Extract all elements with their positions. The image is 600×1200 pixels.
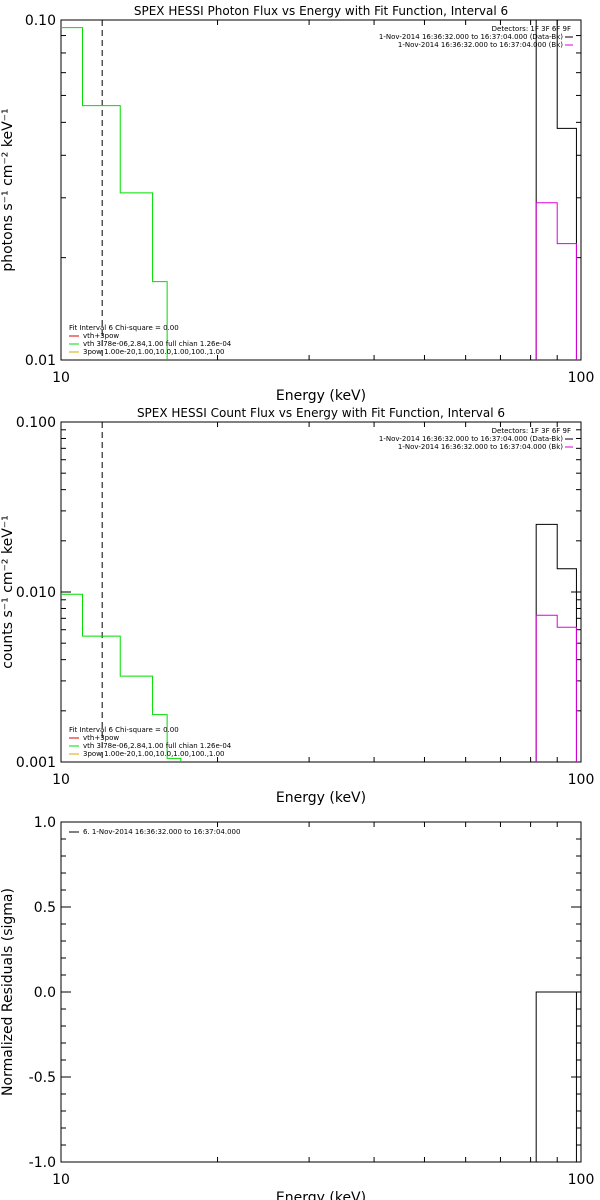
y-tick-label: 1.0 bbox=[34, 815, 56, 831]
chart-title: SPEX HESSI Photon Flux vs Energy with Fi… bbox=[134, 4, 508, 18]
series-line bbox=[535, 614, 577, 762]
plot-data bbox=[61, 422, 577, 762]
x-tick-label: 10 bbox=[52, 1172, 70, 1188]
x-axis-label: Energy (keV) bbox=[276, 388, 366, 404]
y-tick-label: 0.01 bbox=[25, 353, 56, 369]
legend-right-item: 1-Nov-2014 16:36:32.000 to 16:37:04.000 … bbox=[398, 41, 563, 49]
legend-left-item: vth 3.78e-06,2.84,1.00 full chian 1.26e-… bbox=[83, 742, 232, 750]
chart-panel-3: Energy (keV) Normalized Residuals (sigma)… bbox=[0, 815, 594, 1200]
series-line bbox=[61, 27, 168, 360]
y-tick-label: 0.0 bbox=[34, 985, 56, 1001]
plot-data bbox=[61, 20, 577, 360]
legend-right-header: Detectors: 1F 3F 6F 9F bbox=[492, 25, 571, 33]
x-tick-label: 100 bbox=[568, 370, 595, 386]
y-tick-label: 0.001 bbox=[16, 755, 56, 771]
chart-panel-1: SPEX HESSI Photon Flux vs Energy with Fi… bbox=[0, 4, 595, 404]
legend-left-item: 3pow 1.00e-20,1.00,10.0,1.00,100.,1.00 bbox=[83, 348, 225, 356]
legend-right-item: 1-Nov-2014 16:36:32.000 to 16:37:04.000 … bbox=[379, 33, 563, 41]
plot-frame bbox=[60, 421, 582, 763]
y-tick-label: 0.100 bbox=[16, 415, 56, 431]
legend-left-item: vth+3pow bbox=[83, 332, 119, 340]
plot-frame bbox=[60, 821, 582, 1163]
series-line bbox=[61, 593, 182, 762]
series-line bbox=[535, 20, 577, 360]
y-tick-label: 0.10 bbox=[25, 13, 56, 29]
legend-left-item: 3pow 1.00e-20,1.00,10.0,1.00,100.,1.00 bbox=[83, 750, 225, 758]
y-tick-label: -0.5 bbox=[29, 1070, 56, 1086]
x-tick-label: 100 bbox=[568, 1172, 595, 1188]
y-axis-label: Normalized Residuals (sigma) bbox=[0, 888, 16, 1096]
x-axis-label: Energy (keV) bbox=[276, 790, 366, 806]
y-tick-label: -1.0 bbox=[29, 1155, 56, 1171]
legend-left-item: vth+3pow bbox=[83, 734, 119, 742]
chart-panel-2: SPEX HESSI Count Flux vs Energy with Fit… bbox=[0, 406, 594, 806]
y-tick-label: 0.010 bbox=[16, 585, 56, 601]
legend-right-header: Detectors: 1F 3F 6F 9F bbox=[492, 427, 571, 435]
legend-left-header: Fit Interval 6 Chi-square = 0.00 bbox=[69, 726, 179, 734]
x-tick-label: 100 bbox=[568, 772, 595, 788]
plot-data bbox=[535, 991, 577, 1162]
x-tick-label: 10 bbox=[52, 772, 70, 788]
x-tick-label: 10 bbox=[52, 370, 70, 386]
legend-left-item: vth 3.78e-06,2.84,1.00 full chian 1.26e-… bbox=[83, 340, 232, 348]
legend-left-item: 6. 1-Nov-2014 16:36:32.000 to 16:37:04.0… bbox=[83, 828, 240, 836]
legend-right-item: 1-Nov-2014 16:36:32.000 to 16:37:04.000 … bbox=[398, 443, 563, 451]
series-line bbox=[535, 202, 577, 360]
y-tick-label: 0.5 bbox=[34, 900, 56, 916]
legend-left-header: Fit Interval 6 Chi-square = 0.00 bbox=[69, 324, 179, 332]
plot-frame bbox=[60, 19, 582, 361]
y-axis-label: counts s⁻¹ cm⁻² keV⁻¹ bbox=[0, 515, 16, 669]
series-line bbox=[535, 523, 577, 762]
y-axis-label: photons s⁻¹ cm⁻² keV⁻¹ bbox=[0, 108, 16, 271]
x-axis-label: Energy (keV) bbox=[276, 1190, 366, 1200]
chart-title: SPEX HESSI Count Flux vs Energy with Fit… bbox=[137, 406, 505, 420]
legend-right-item: 1-Nov-2014 16:36:32.000 to 16:37:04.000 … bbox=[379, 435, 563, 443]
series-line bbox=[535, 991, 577, 1162]
